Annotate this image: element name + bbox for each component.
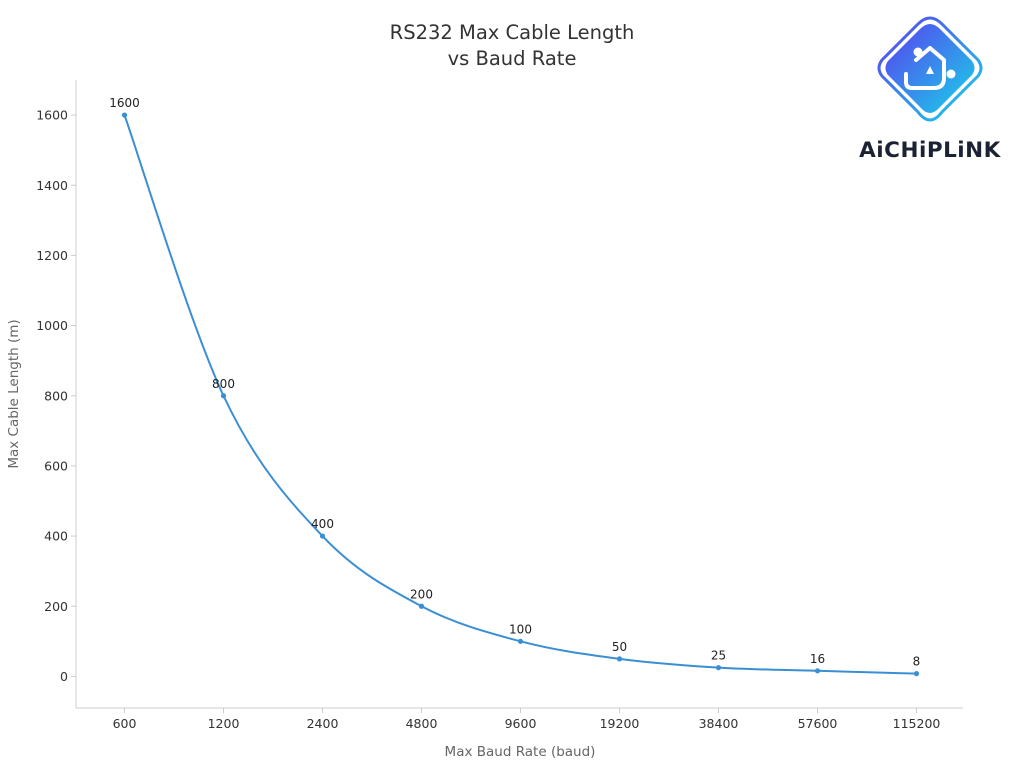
data-label: 25: [711, 649, 726, 663]
x-tick-label: 4800: [406, 716, 438, 731]
data-point: [220, 393, 227, 399]
y-axis-label: Max Cable Length (m): [6, 319, 22, 468]
data-label: 1600: [109, 96, 140, 110]
x-tick-label: 115200: [893, 716, 941, 731]
data-point: [121, 112, 128, 118]
data-label: 50: [612, 640, 627, 654]
logo-text: AiCHiPLiNK: [859, 138, 1001, 163]
x-axis-label: Max Baud Rate (baud): [445, 744, 596, 760]
chart-title: RS232 Max Cable Length vs Baud Rate: [312, 20, 712, 72]
y-tick-label: 800: [44, 388, 68, 403]
y-tick-label: 1400: [36, 178, 68, 193]
y-tick-label: 0: [60, 669, 68, 684]
chart-title-line2: vs Baud Rate: [447, 47, 577, 70]
data-point: [418, 603, 425, 609]
x-tick-label: 9600: [505, 716, 537, 731]
data-label: 400: [311, 517, 334, 531]
data-point: [814, 668, 821, 674]
series-line: [123, 114, 917, 675]
chart-title-line1: RS232 Max Cable Length: [389, 21, 635, 44]
x-tick-label: 2400: [307, 716, 339, 731]
data-label: 100: [509, 622, 532, 636]
y-tick-label: 400: [44, 529, 68, 544]
data-point: [913, 671, 920, 677]
y-tick-label: 1200: [36, 248, 68, 263]
data-point: [517, 638, 524, 644]
x-tick-label: 600: [113, 716, 137, 731]
data-label: 8: [913, 655, 921, 669]
brand-logo: AiCHiPLiNK: [852, 14, 1008, 166]
y-ticks: 0 200 400 600 800 1000 1200 1400 1600: [36, 108, 76, 684]
data-point: [319, 533, 326, 539]
data-label: 200: [410, 587, 433, 601]
x-ticks: 600 1200 2400 4800 9600 19200 38400 57600 115200: [113, 708, 941, 731]
data-points: [121, 112, 920, 677]
data-point: [616, 656, 623, 662]
y-tick-label: 1000: [36, 318, 68, 333]
data-label: 16: [810, 652, 825, 666]
x-tick-label: 1200: [208, 716, 240, 731]
y-tick-label: 200: [44, 599, 68, 614]
x-tick-label: 19200: [600, 716, 640, 731]
x-tick-label: 38400: [699, 716, 739, 731]
data-point: [715, 665, 722, 671]
y-tick-label: 1600: [36, 108, 68, 123]
logo-mark-icon: [877, 16, 983, 122]
data-labels: 1600 800 400 200 100 50 25 16 8: [109, 96, 920, 669]
axes: [75, 80, 963, 709]
data-label: 800: [212, 377, 235, 391]
x-tick-label: 57600: [798, 716, 838, 731]
y-tick-label: 600: [44, 458, 68, 473]
